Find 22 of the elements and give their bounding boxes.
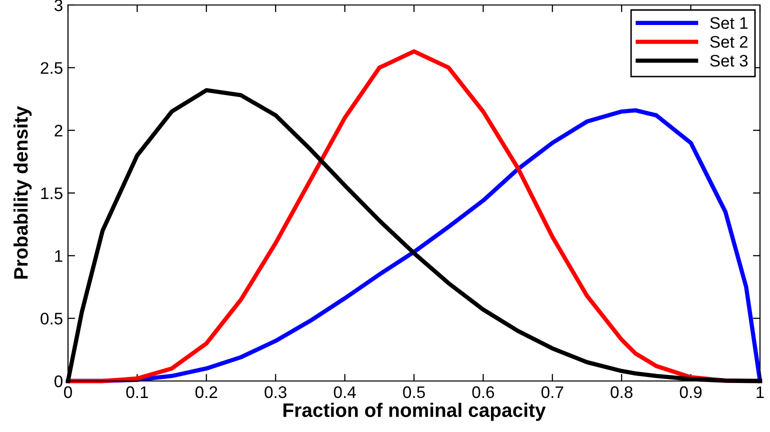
x-tick-label: 0 (64, 386, 72, 398)
y-tick-label: 0 (54, 375, 62, 388)
x-tick-label: 0.1 (126, 386, 148, 398)
y-tick-label: 0.5 (40, 312, 62, 325)
y-axis-title: Probability density (14, 106, 32, 279)
y-tick-label: 2 (54, 124, 62, 136)
x-tick-label: 0.4 (334, 386, 356, 398)
y-tick-label: 1 (55, 250, 62, 262)
x-tick-label: 0.2 (195, 386, 218, 398)
legend-label: Set 3 (710, 54, 748, 67)
x-tick-label: 0.8 (610, 386, 632, 398)
x-tick-label: 0.3 (264, 386, 286, 398)
y-tick-label: 1.5 (41, 188, 62, 200)
legend-label: Set 1 (710, 17, 748, 29)
legend-label: Set 2 (710, 36, 748, 48)
x-axis-title: Fraction of nominal capacity (283, 402, 546, 421)
x-tick-label: 1 (756, 386, 764, 398)
x-tick-label: 0.7 (541, 386, 564, 398)
y-tick-label: 2.5 (40, 62, 62, 74)
x-tick-label: 0.9 (680, 386, 702, 398)
x-tick-label: 0.6 (472, 386, 494, 398)
x-tick-label: 0.5 (403, 386, 425, 398)
